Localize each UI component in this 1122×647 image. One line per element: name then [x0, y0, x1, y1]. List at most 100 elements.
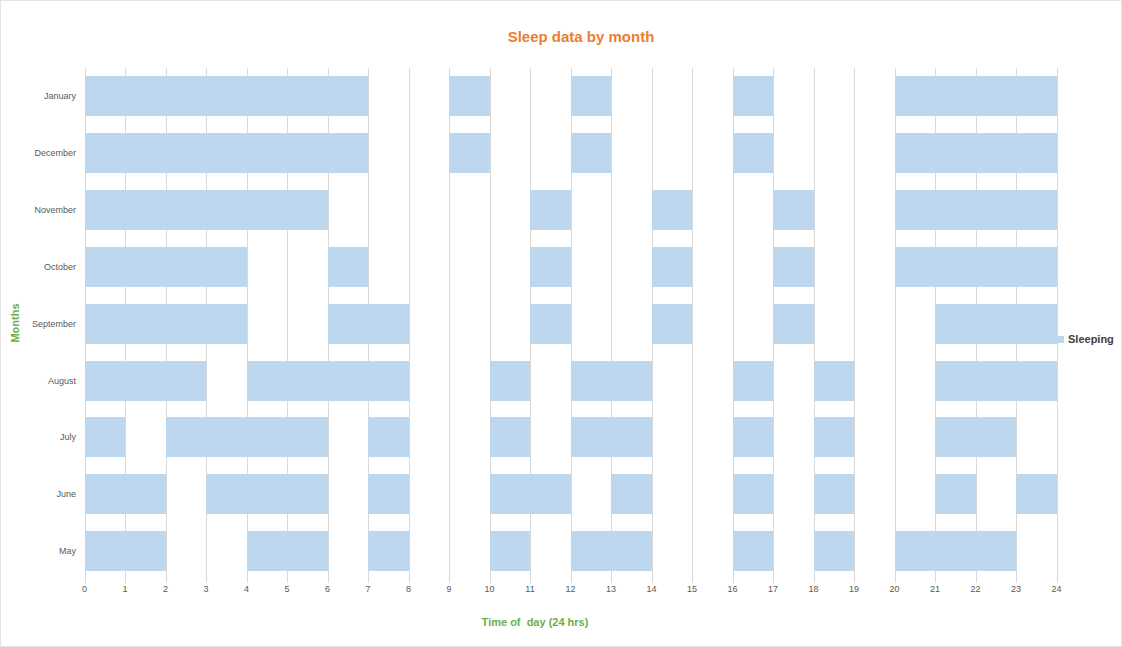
sleep-bar — [652, 304, 693, 344]
sleep-bar — [733, 417, 774, 457]
y-axis-label: May — [1, 523, 76, 580]
sleep-bar — [733, 133, 774, 173]
sleep-bar — [247, 361, 409, 401]
y-axis-label: November — [1, 182, 76, 239]
sleep-bar — [571, 531, 652, 571]
sleep-chart-screenshot: { "title": { "text": "Sleep data by mont… — [0, 0, 1122, 647]
sleep-bar — [733, 474, 774, 514]
sleep-bar — [328, 304, 409, 344]
x-axis-tick-label: 4 — [232, 584, 262, 594]
sleep-bar — [530, 190, 571, 230]
sleep-bar — [530, 247, 571, 287]
x-axis-tick-label: 18 — [799, 584, 829, 594]
sleep-bar — [895, 247, 1057, 287]
x-axis-tick-label: 22 — [961, 584, 991, 594]
legend: Sleeping — [1057, 333, 1114, 345]
sleep-bar — [773, 190, 814, 230]
sleep-bar — [85, 361, 207, 401]
x-axis-tick-label: 23 — [1001, 584, 1031, 594]
y-axis-label: July — [1, 409, 76, 466]
sleep-bar — [652, 247, 693, 287]
sleep-bar — [490, 361, 531, 401]
x-axis-tick-label: 12 — [556, 584, 586, 594]
sleep-bar — [814, 361, 855, 401]
sleep-bar — [733, 361, 774, 401]
y-axis-label: January — [1, 68, 76, 125]
sleep-bar — [773, 304, 814, 344]
sleep-bar — [935, 417, 1016, 457]
x-axis-tick-label: 8 — [394, 584, 424, 594]
x-axis-tick-label: 19 — [839, 584, 869, 594]
sleep-bar — [652, 190, 693, 230]
y-axis-label: June — [1, 466, 76, 523]
sleep-bar — [368, 474, 409, 514]
x-axis-tick-label: 7 — [353, 584, 383, 594]
sleep-bar — [490, 474, 571, 514]
x-axis-tick-label: 0 — [70, 584, 100, 594]
x-axis-tick-label: 24 — [1042, 584, 1072, 594]
sleep-bar — [85, 76, 369, 116]
sleep-bar — [490, 531, 531, 571]
sleep-bar — [449, 133, 490, 173]
gridline — [692, 68, 693, 583]
sleep-bar — [166, 417, 328, 457]
plot-area: 0123456789101112131415161718192021222324… — [1, 1, 1122, 647]
y-axis-label: October — [1, 238, 76, 295]
x-axis-tick-label: 2 — [151, 584, 181, 594]
gridline — [409, 68, 410, 583]
sleep-bar — [935, 361, 1057, 401]
sleep-bar — [895, 531, 1017, 571]
sleep-bar — [814, 531, 855, 571]
legend-swatch-icon — [1057, 336, 1064, 343]
gridline — [854, 68, 855, 583]
sleep-bar — [814, 474, 855, 514]
sleep-bar — [571, 361, 652, 401]
x-axis-tick-label: 17 — [758, 584, 788, 594]
sleep-bar — [530, 304, 571, 344]
sleep-bar — [935, 304, 1057, 344]
sleep-bar — [490, 417, 531, 457]
y-axis-label: August — [1, 352, 76, 409]
sleep-bar — [85, 304, 247, 344]
y-axis-label: December — [1, 125, 76, 182]
sleep-bar — [571, 76, 612, 116]
x-axis-tick-label: 11 — [515, 584, 545, 594]
x-axis-tick-label: 5 — [272, 584, 302, 594]
sleep-bar — [85, 474, 166, 514]
x-axis-tick-label: 20 — [880, 584, 910, 594]
x-axis-tick-label: 21 — [920, 584, 950, 594]
x-axis-tick-label: 15 — [677, 584, 707, 594]
sleep-bar — [935, 474, 976, 514]
sleep-bar — [85, 531, 166, 571]
x-axis-tick-label: 1 — [110, 584, 140, 594]
sleep-bar — [449, 76, 490, 116]
legend-label: Sleeping — [1068, 333, 1114, 345]
sleep-bar — [247, 531, 328, 571]
sleep-bar — [814, 417, 855, 457]
gridline — [1057, 68, 1058, 583]
x-axis-title: Time of day (24 hrs) — [482, 616, 589, 628]
sleep-bar — [85, 417, 126, 457]
sleep-bar — [85, 133, 369, 173]
x-axis-tick-label: 9 — [434, 584, 464, 594]
x-axis-tick-label: 16 — [718, 584, 748, 594]
sleep-bar — [895, 133, 1057, 173]
sleep-bar — [328, 247, 369, 287]
sleep-bar — [773, 247, 814, 287]
sleep-bar — [611, 474, 652, 514]
sleep-bar — [368, 417, 409, 457]
sleep-bar — [571, 417, 652, 457]
sleep-bar — [733, 76, 774, 116]
sleep-bar — [895, 190, 1057, 230]
sleep-bar — [571, 133, 612, 173]
sleep-bar — [85, 190, 328, 230]
x-axis-tick-label: 10 — [475, 584, 505, 594]
sleep-bar — [895, 76, 1057, 116]
chart-frame: Sleep data by month 01234567891011121314… — [0, 0, 1122, 647]
sleep-bar — [733, 531, 774, 571]
sleep-bar — [85, 247, 247, 287]
sleep-bar — [368, 531, 409, 571]
x-axis-tick-label: 13 — [596, 584, 626, 594]
sleep-bar — [206, 474, 328, 514]
sleep-bar — [1016, 474, 1057, 514]
